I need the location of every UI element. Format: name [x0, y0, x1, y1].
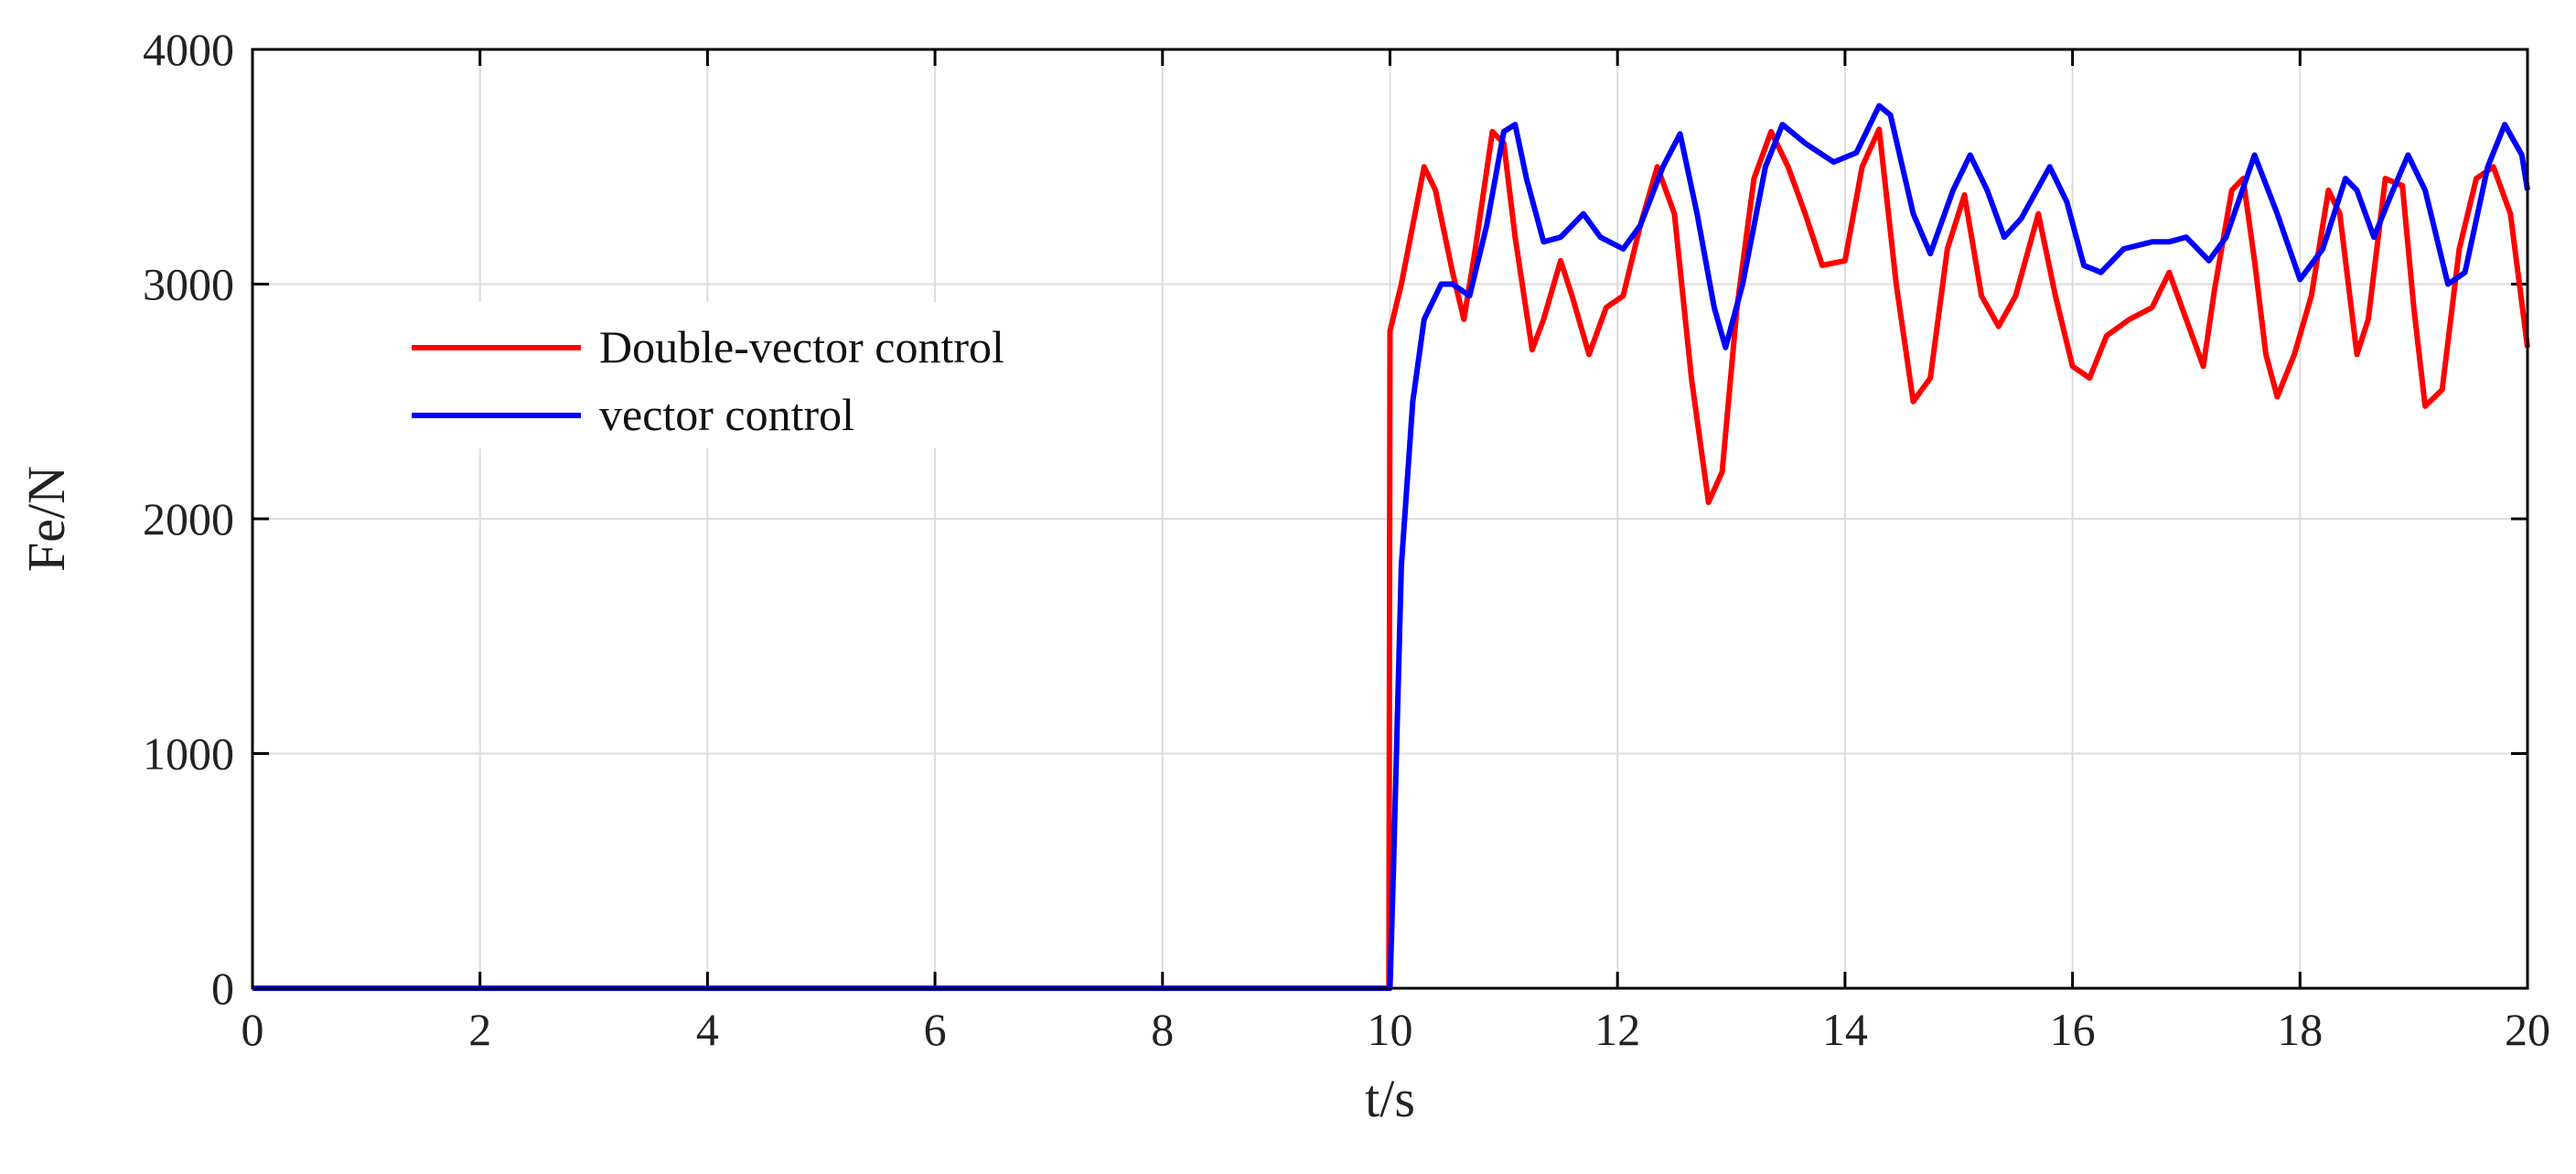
- x-tick-label: 16: [2050, 1004, 2096, 1055]
- x-tick-label: 10: [1368, 1004, 1413, 1055]
- x-tick-label: 4: [696, 1004, 719, 1055]
- y-tick-label: 2000: [143, 493, 234, 544]
- y-axis-title: Fe/N: [16, 466, 76, 572]
- x-tick-label: 8: [1151, 1004, 1174, 1055]
- x-tick-label: 6: [924, 1004, 947, 1055]
- y-tick-label: 3000: [143, 259, 234, 310]
- x-tick-label: 18: [2277, 1004, 2323, 1055]
- x-tick-label: 0: [242, 1004, 264, 1055]
- legend-label-double-vector-control: Double-vector control: [599, 321, 1004, 372]
- legend-label-vector-control: vector control: [599, 389, 854, 440]
- y-tick-label: 4000: [143, 24, 234, 75]
- x-tick-label: 20: [2505, 1004, 2550, 1055]
- x-tick-label: 14: [1822, 1004, 1868, 1055]
- x-tick-label: 12: [1594, 1004, 1640, 1055]
- y-tick-labels: 0 1000 2000 3000 4000: [143, 24, 234, 1014]
- x-axis-title: t/s: [1365, 1069, 1415, 1128]
- legend: Double-vector control vector control: [393, 302, 1107, 448]
- x-tick-labels: 0 2 4 6 8 10 12 14 16 18 20: [242, 1004, 2551, 1055]
- y-tick-label: 1000: [143, 728, 234, 780]
- x-tick-label: 2: [468, 1004, 491, 1055]
- y-tick-label: 0: [211, 963, 234, 1014]
